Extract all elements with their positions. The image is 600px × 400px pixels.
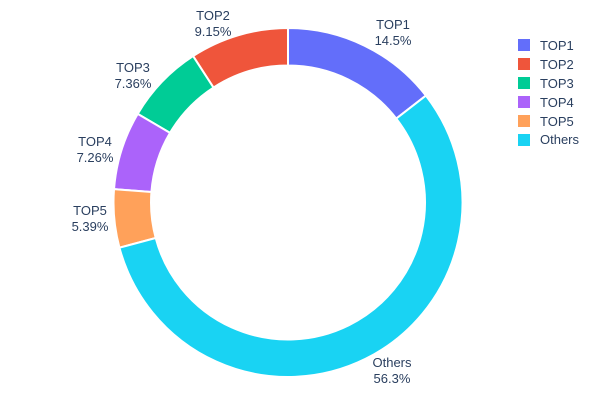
slice-label-top2: TOP2 9.15% — [195, 8, 232, 39]
slice-label-top1: TOP1 14.5% — [375, 17, 412, 48]
slice-label-others: Others 56.3% — [372, 355, 411, 386]
slice-label-name: TOP2 — [196, 8, 230, 23]
legend-item-label: Others — [540, 132, 580, 148]
slice-label-percent: 7.36% — [114, 75, 152, 91]
slice-label-percent: 7.26% — [76, 149, 114, 165]
slice-label-top5: TOP5 5.39% — [72, 203, 109, 234]
slice-label-name: TOP5 — [73, 203, 107, 218]
slice-label-name: TOP1 — [376, 17, 410, 32]
legend-swatch-others-icon — [518, 133, 530, 146]
slice-label-name: TOP3 — [116, 60, 150, 75]
pie-slice-others[interactable] — [118, 94, 464, 379]
pie-slice-top3[interactable] — [136, 55, 215, 134]
slice-label-percent: 5.39% — [71, 218, 109, 234]
legend-swatch-top1-icon — [518, 39, 530, 52]
pie-slice-top5[interactable] — [112, 188, 157, 249]
slice-label-top4: TOP4 7.26% — [77, 134, 114, 165]
legend-swatch-top3-icon — [518, 77, 530, 90]
legend-item-top5[interactable]: TOP5 — [518, 112, 579, 131]
legend-item-top3[interactable]: TOP3 — [518, 74, 579, 93]
legend-item-top4[interactable]: TOP4 — [518, 93, 579, 112]
slice-label-top3: TOP3 7.36% — [115, 60, 152, 91]
legend-swatch-top2-icon — [518, 58, 530, 71]
legend-item-label: TOP4 — [540, 94, 574, 110]
slice-label-percent: 14.5% — [374, 32, 412, 48]
slice-label-percent: 9.15% — [194, 23, 232, 39]
legend-item-label: TOP1 — [540, 37, 574, 53]
legend-item-top2[interactable]: TOP2 — [518, 55, 579, 74]
legend-swatch-top5-icon — [518, 115, 530, 127]
legend-item-label: TOP3 — [540, 75, 574, 91]
legend-item-label: TOP2 — [540, 56, 574, 72]
slice-label-name: TOP4 — [78, 134, 112, 149]
legend-item-label: TOP5 — [540, 113, 574, 129]
pie-slice-top4[interactable] — [113, 112, 172, 194]
slice-label-percent: 56.3% — [373, 370, 411, 386]
legend-swatch-top4-icon — [518, 96, 530, 109]
legend-item-others[interactable]: Others — [518, 130, 579, 149]
legend-item-top1[interactable]: TOP1 — [518, 36, 579, 55]
legend: TOP1 TOP2 TOP3 TOP4 TOP5 Others — [518, 36, 579, 149]
slice-label-name: Others — [372, 355, 412, 370]
pie-slice-top2[interactable] — [192, 27, 289, 89]
